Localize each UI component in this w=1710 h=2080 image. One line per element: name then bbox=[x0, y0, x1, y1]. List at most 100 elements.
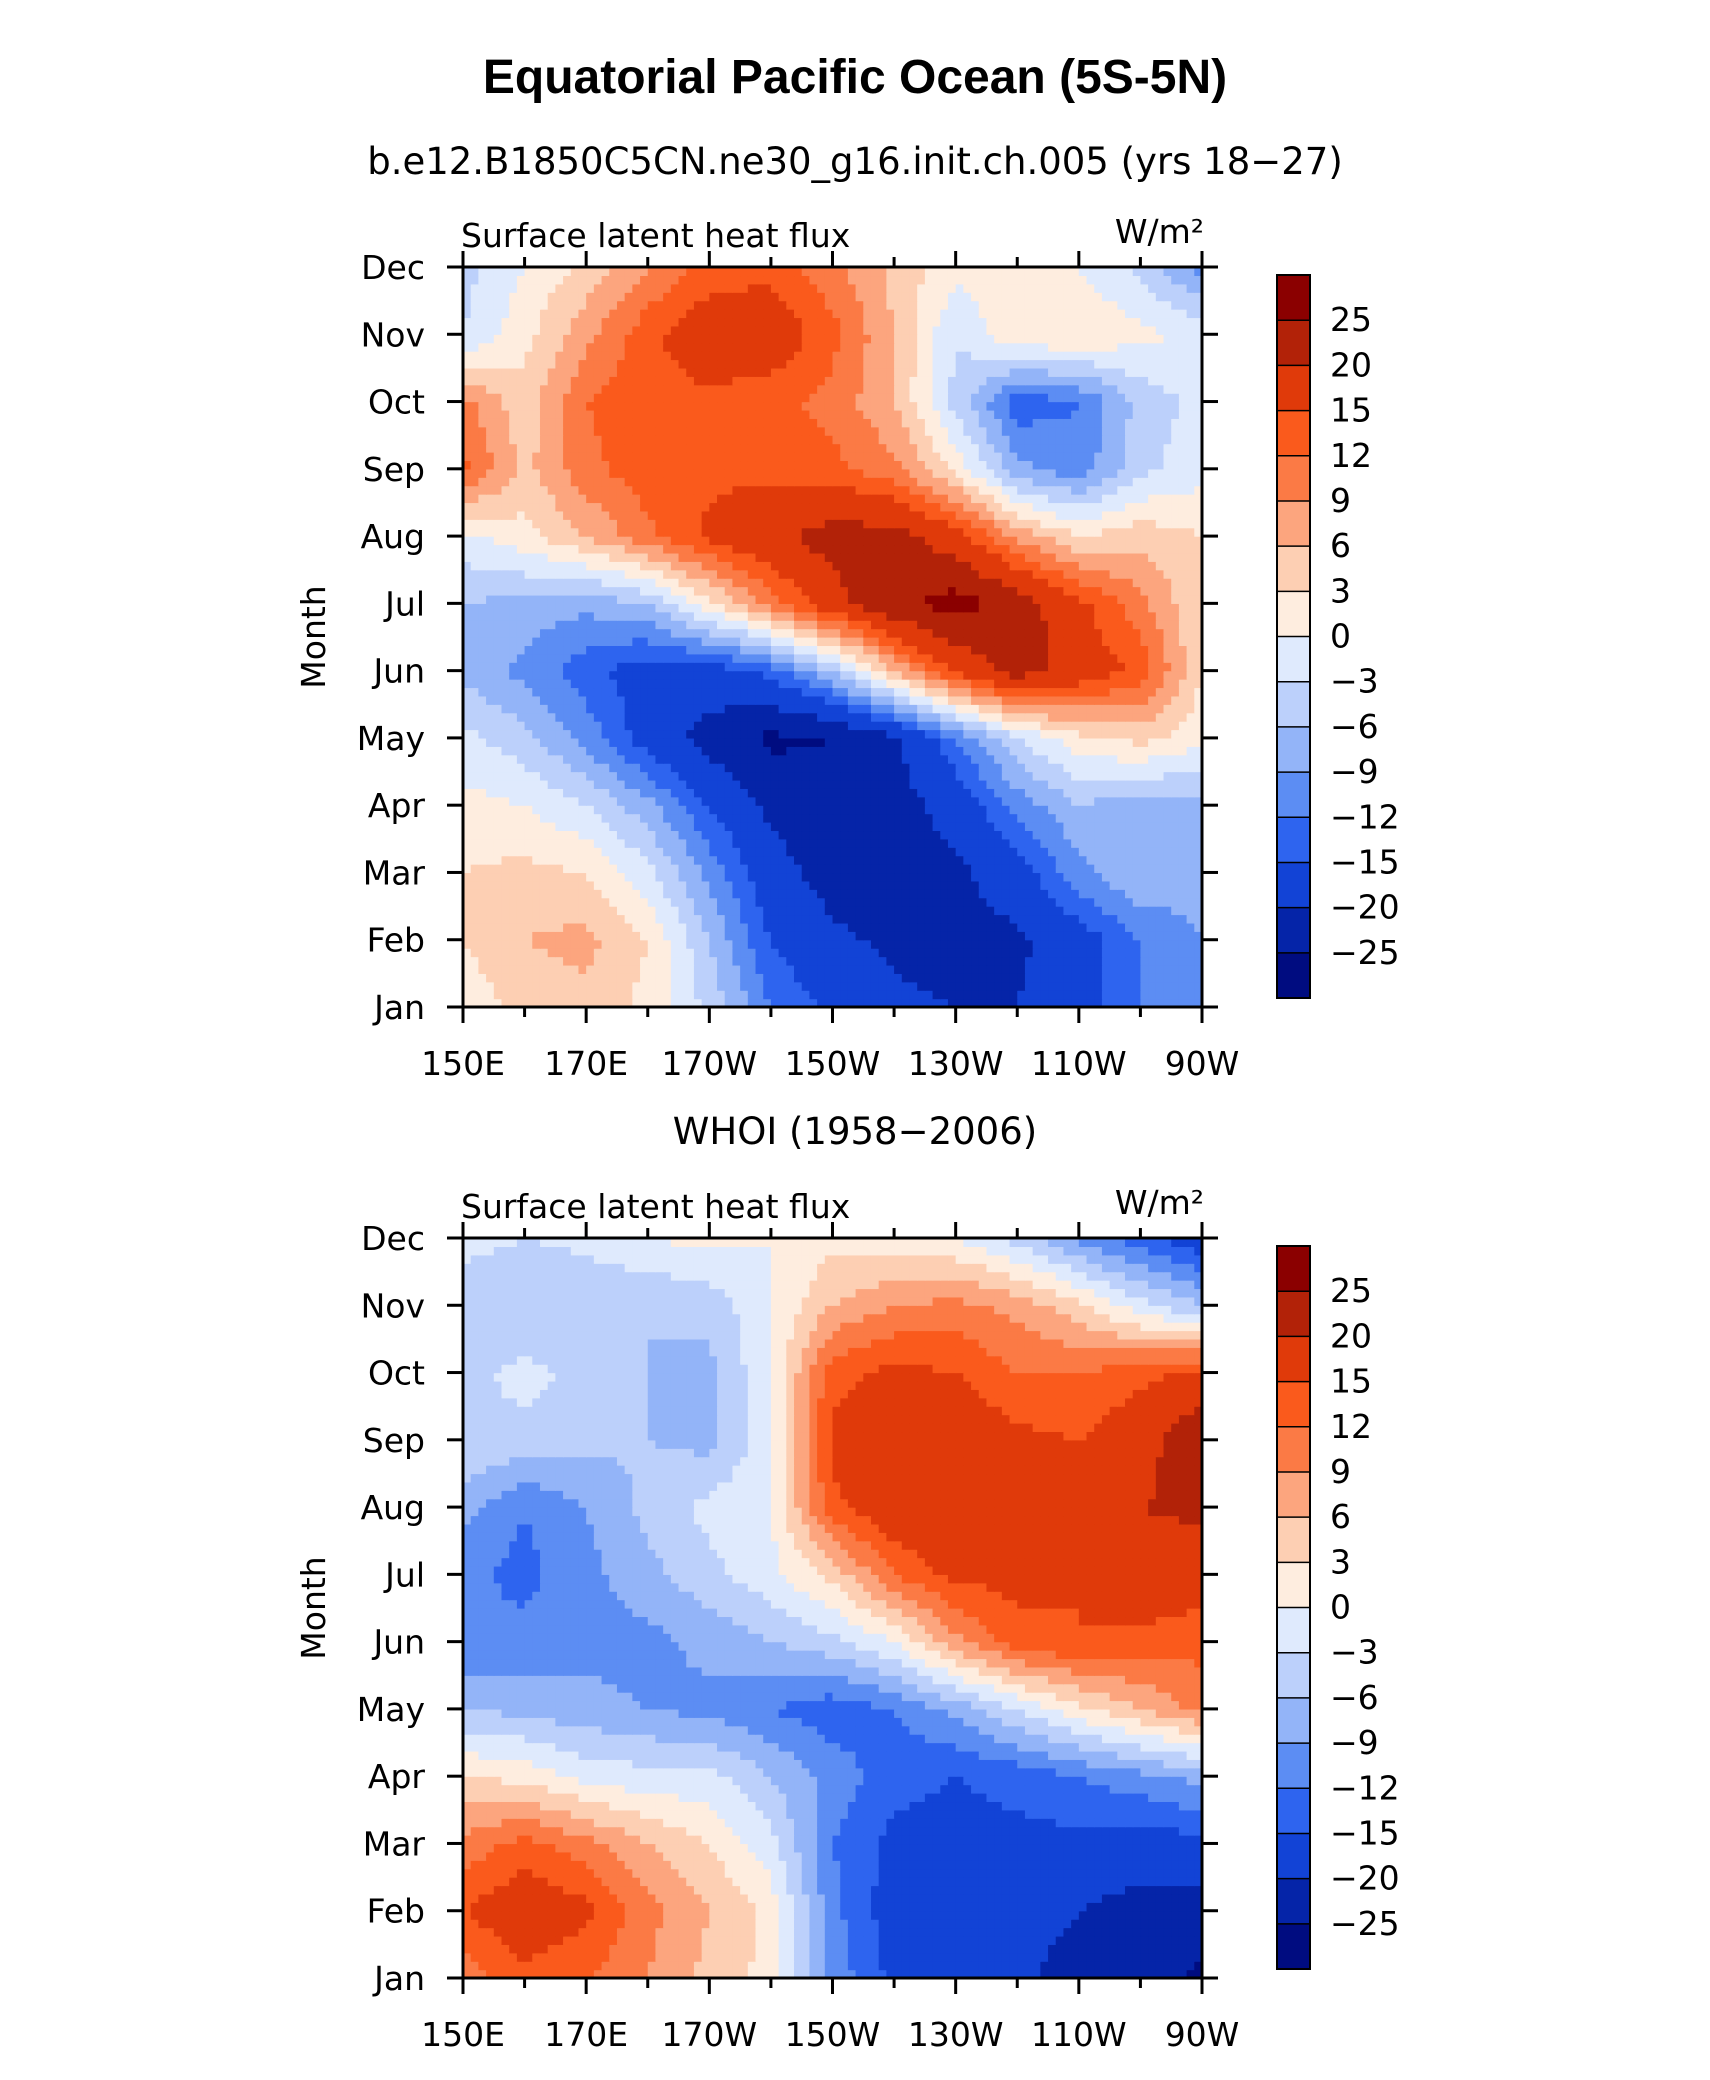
heatmap-cell bbox=[693, 990, 703, 1000]
heatmap-cell bbox=[994, 628, 1003, 638]
heatmap-cell bbox=[740, 637, 749, 647]
heatmap-cell bbox=[678, 813, 687, 823]
heatmap-cell bbox=[986, 729, 995, 739]
heatmap-cell bbox=[1009, 611, 1018, 621]
heatmap-cell bbox=[978, 779, 988, 789]
heatmap-cell bbox=[824, 687, 834, 697]
heatmap-cell bbox=[547, 611, 556, 621]
heatmap-cell bbox=[678, 679, 687, 689]
heatmap-cell bbox=[555, 796, 564, 806]
heatmap-cell bbox=[532, 998, 541, 1007]
heatmap-cell bbox=[955, 864, 964, 874]
heatmap-cell bbox=[1117, 788, 1126, 798]
heatmap-cell bbox=[963, 864, 972, 874]
heatmap-cell bbox=[901, 864, 911, 874]
heatmap-cell bbox=[747, 578, 757, 588]
heatmap-cell bbox=[801, 830, 811, 840]
heatmap-cell bbox=[1194, 670, 1202, 680]
heatmap-cell bbox=[539, 931, 549, 941]
heatmap-cell bbox=[1040, 964, 1049, 974]
heatmap-cell bbox=[1125, 914, 1134, 924]
heatmap-cell bbox=[578, 637, 587, 647]
heatmap-cell bbox=[1024, 586, 1034, 596]
heatmap-cell bbox=[1125, 779, 1134, 789]
heatmap-cell bbox=[486, 914, 495, 924]
heatmap-cell bbox=[878, 687, 887, 697]
heatmap-cell bbox=[963, 805, 972, 815]
heatmap-cell bbox=[1109, 998, 1118, 1007]
heatmap-cell bbox=[994, 830, 1003, 840]
heatmap-cell bbox=[539, 998, 549, 1007]
heatmap-cell bbox=[693, 847, 703, 857]
heatmap-cell bbox=[1140, 864, 1149, 874]
heatmap-cell bbox=[609, 763, 618, 773]
heatmap-cell bbox=[770, 830, 780, 840]
heatmap-cell bbox=[693, 813, 703, 823]
heatmap-cell bbox=[778, 670, 787, 680]
heatmap-cell bbox=[478, 864, 487, 874]
heatmap-cell bbox=[601, 586, 610, 596]
heatmap-cell bbox=[678, 990, 687, 1000]
heatmap-cell bbox=[909, 653, 918, 663]
heatmap-cell bbox=[670, 704, 680, 714]
heatmap-cell bbox=[547, 637, 556, 647]
heatmap-cell bbox=[747, 914, 757, 924]
heatmap-cell bbox=[971, 679, 980, 689]
heatmap-cell bbox=[1009, 964, 1018, 974]
heatmap-cell bbox=[863, 830, 872, 840]
heatmap-cell bbox=[717, 805, 726, 815]
heatmap-cell bbox=[1132, 847, 1142, 857]
heatmap-cell bbox=[1186, 922, 1195, 932]
heatmap-cell bbox=[1155, 721, 1165, 731]
heatmap-cell bbox=[886, 973, 895, 983]
heatmap-cell bbox=[940, 746, 949, 756]
heatmap-cell bbox=[1132, 922, 1142, 932]
heatmap-cell bbox=[1001, 872, 1011, 882]
heatmap-cell bbox=[1140, 788, 1149, 798]
heatmap-cell bbox=[609, 973, 618, 983]
heatmap-cell bbox=[1071, 771, 1080, 781]
heatmap-cell bbox=[1094, 830, 1103, 840]
heatmap-cell bbox=[717, 838, 726, 848]
heatmap-cell bbox=[971, 855, 980, 865]
heatmap-cell bbox=[1101, 637, 1111, 647]
heatmap-cell bbox=[663, 754, 672, 764]
heatmap-cell bbox=[1071, 620, 1080, 630]
heatmap-cell bbox=[1117, 805, 1126, 815]
heatmap-cell bbox=[986, 662, 995, 672]
heatmap-cell bbox=[1101, 594, 1111, 604]
heatmap-cell bbox=[1140, 620, 1149, 630]
heatmap-cell bbox=[586, 889, 595, 899]
heatmap-cell bbox=[586, 611, 595, 621]
heatmap-cell bbox=[786, 838, 795, 848]
heatmap-cell bbox=[663, 897, 672, 907]
heatmap-cell bbox=[840, 569, 849, 579]
heatmap-cell bbox=[1055, 712, 1065, 722]
heatmap-cell bbox=[709, 578, 718, 588]
heatmap-cell bbox=[1178, 637, 1188, 647]
heatmap-cell bbox=[616, 805, 626, 815]
heatmap-cell bbox=[1086, 653, 1095, 663]
heatmap-cell bbox=[1132, 628, 1142, 638]
heatmap-cell bbox=[1032, 594, 1041, 604]
heatmap-cell bbox=[616, 653, 626, 663]
heatmap-cell bbox=[763, 628, 772, 638]
heatmap-cell bbox=[1125, 956, 1134, 966]
heatmap-cell bbox=[640, 830, 649, 840]
heatmap-cell bbox=[1125, 889, 1134, 899]
heatmap-cell bbox=[478, 956, 487, 966]
heatmap-cell bbox=[755, 838, 764, 848]
heatmap-cell bbox=[547, 922, 556, 932]
heatmap-cell bbox=[1071, 922, 1080, 932]
heatmap-cell bbox=[840, 763, 849, 773]
heatmap-cell bbox=[847, 897, 857, 907]
heatmap-cell bbox=[1071, 830, 1080, 840]
heatmap-cell bbox=[593, 939, 603, 949]
heatmap-cell bbox=[640, 973, 649, 983]
heatmap-cell bbox=[1117, 746, 1126, 756]
heatmap-cell bbox=[855, 695, 864, 705]
heatmap-cell bbox=[1125, 872, 1134, 882]
heatmap-cell bbox=[640, 939, 649, 949]
heatmap-cell bbox=[1117, 990, 1126, 1000]
heatmap-cell bbox=[501, 973, 510, 983]
